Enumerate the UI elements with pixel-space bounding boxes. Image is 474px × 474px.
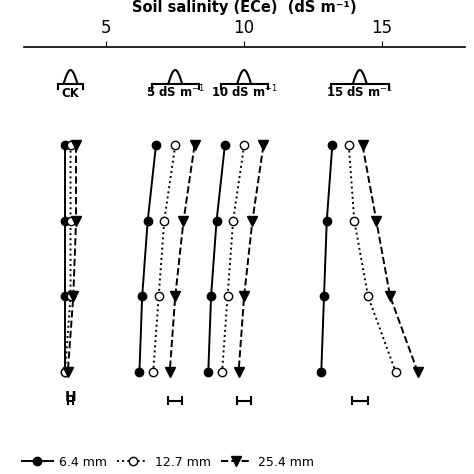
Legend: 6.4 mm, 12.7 mm, 25.4 mm: 6.4 mm, 12.7 mm, 25.4 mm bbox=[17, 451, 319, 474]
Text: H: H bbox=[65, 390, 76, 404]
Text: 5 dS m$^{-1}$: 5 dS m$^{-1}$ bbox=[146, 83, 205, 100]
Text: CK: CK bbox=[62, 87, 80, 100]
Text: 15 dS m$^{-1}$: 15 dS m$^{-1}$ bbox=[326, 83, 393, 100]
X-axis label: Soil salinity (ECe)  (dS m⁻¹): Soil salinity (ECe) (dS m⁻¹) bbox=[132, 0, 356, 15]
Text: 10 dS m$^{-1}$: 10 dS m$^{-1}$ bbox=[210, 83, 278, 100]
